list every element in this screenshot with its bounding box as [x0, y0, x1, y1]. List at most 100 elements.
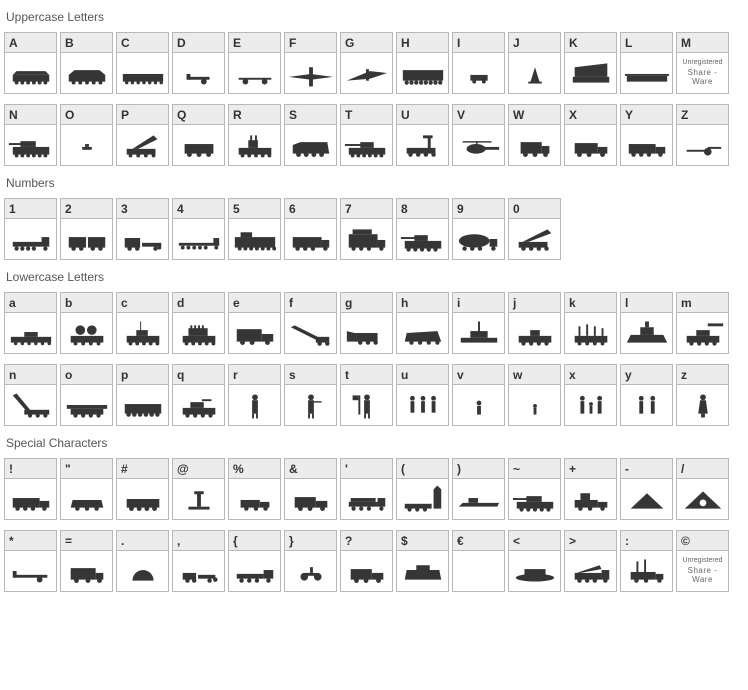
char-cell[interactable]: ': [340, 458, 393, 520]
char-cell[interactable]: J: [508, 32, 561, 94]
char-cell[interactable]: T: [340, 104, 393, 166]
char-cell[interactable]: z: [676, 364, 729, 426]
char-cell[interactable]: U: [396, 104, 449, 166]
char-cell[interactable]: ,: [172, 530, 225, 592]
char-cell[interactable]: *: [4, 530, 57, 592]
char-cell[interactable]: l: [620, 292, 673, 354]
char-cell[interactable]: 3: [116, 198, 169, 260]
char-cell[interactable]: p: [116, 364, 169, 426]
char-cell[interactable]: 2: [60, 198, 113, 260]
char-cell[interactable]: %: [228, 458, 281, 520]
char-cell[interactable]: ?: [340, 530, 393, 592]
char-cell[interactable]: a: [4, 292, 57, 354]
char-cell[interactable]: &: [284, 458, 337, 520]
char-cell[interactable]: #: [116, 458, 169, 520]
glyph-truck-radar: [565, 479, 616, 519]
char-cell[interactable]: f: [284, 292, 337, 354]
char-cell[interactable]: ): [452, 458, 505, 520]
char-label: ): [453, 459, 504, 479]
char-cell[interactable]: 8: [396, 198, 449, 260]
char-cell[interactable]: s: [284, 364, 337, 426]
char-cell[interactable]: e: [228, 292, 281, 354]
char-cell[interactable]: B: [60, 32, 113, 94]
char-cell[interactable]: o: [60, 364, 113, 426]
glyph-apc-wheeled: [285, 125, 336, 165]
char-cell[interactable]: r: [228, 364, 281, 426]
char-label: m: [677, 293, 728, 313]
char-cell[interactable]: :: [620, 530, 673, 592]
char-cell[interactable]: C: [116, 32, 169, 94]
char-cell[interactable]: q: [172, 364, 225, 426]
char-cell[interactable]: 5: [228, 198, 281, 260]
char-cell[interactable]: R: [228, 104, 281, 166]
char-cell[interactable]: 6: [284, 198, 337, 260]
char-cell[interactable]: S: [284, 104, 337, 166]
char-cell[interactable]: F: [284, 32, 337, 94]
char-cell[interactable]: d: [172, 292, 225, 354]
char-cell[interactable]: X: [564, 104, 617, 166]
char-cell[interactable]: K: [564, 32, 617, 94]
char-cell[interactable]: y: [620, 364, 673, 426]
char-row: nopqrstuvwxyz: [4, 364, 744, 426]
char-cell[interactable]: i: [452, 292, 505, 354]
char-cell[interactable]: P: [116, 104, 169, 166]
char-cell[interactable]: w: [508, 364, 561, 426]
char-label: -: [621, 459, 672, 479]
char-cell[interactable]: n: [4, 364, 57, 426]
char-cell[interactable]: $: [396, 530, 449, 592]
char-cell[interactable]: u: [396, 364, 449, 426]
char-cell[interactable]: @: [172, 458, 225, 520]
char-cell[interactable]: 0: [508, 198, 561, 260]
char-cell[interactable]: W: [508, 104, 561, 166]
char-cell[interactable]: 1: [4, 198, 57, 260]
char-label: Q: [173, 105, 224, 125]
char-cell[interactable]: €: [452, 530, 505, 592]
char-cell[interactable]: H: [396, 32, 449, 94]
char-cell[interactable]: }: [284, 530, 337, 592]
glyph-mortar: [509, 53, 560, 93]
char-cell[interactable]: ": [60, 458, 113, 520]
char-cell[interactable]: j: [508, 292, 561, 354]
glyph-truck-flat2: [229, 551, 280, 591]
char-cell[interactable]: x: [564, 364, 617, 426]
char-cell[interactable]: (: [396, 458, 449, 520]
glyph-apc-amphibious: [397, 551, 448, 591]
char-cell[interactable]: .: [116, 530, 169, 592]
char-cell[interactable]: Y: [620, 104, 673, 166]
char-cell[interactable]: /: [676, 458, 729, 520]
char-label: i: [453, 293, 504, 313]
char-cell[interactable]: +: [564, 458, 617, 520]
char-cell[interactable]: g: [340, 292, 393, 354]
char-cell[interactable]: V: [452, 104, 505, 166]
char-cell[interactable]: 4: [172, 198, 225, 260]
char-cell[interactable]: Q: [172, 104, 225, 166]
char-cell[interactable]: <: [508, 530, 561, 592]
char-cell[interactable]: G: [340, 32, 393, 94]
char-cell[interactable]: E: [228, 32, 281, 94]
char-cell[interactable]: A: [4, 32, 57, 94]
char-cell[interactable]: 9: [452, 198, 505, 260]
char-cell[interactable]: I: [452, 32, 505, 94]
char-cell[interactable]: v: [452, 364, 505, 426]
char-cell[interactable]: L: [620, 32, 673, 94]
char-cell[interactable]: 7: [340, 198, 393, 260]
char-cell[interactable]: ~: [508, 458, 561, 520]
char-cell[interactable]: t: [340, 364, 393, 426]
char-cell[interactable]: O: [60, 104, 113, 166]
char-cell[interactable]: ©UnregisteredShare -Ware: [676, 530, 729, 592]
char-cell[interactable]: k: [564, 292, 617, 354]
char-cell[interactable]: N: [4, 104, 57, 166]
char-cell[interactable]: m: [676, 292, 729, 354]
char-cell[interactable]: b: [60, 292, 113, 354]
char-cell[interactable]: -: [620, 458, 673, 520]
char-cell[interactable]: !: [4, 458, 57, 520]
char-cell[interactable]: c: [116, 292, 169, 354]
char-cell[interactable]: Z: [676, 104, 729, 166]
char-label: u: [397, 365, 448, 385]
char-cell[interactable]: D: [172, 32, 225, 94]
char-cell[interactable]: MUnregisteredShare -Ware: [676, 32, 729, 94]
char-cell[interactable]: h: [396, 292, 449, 354]
char-cell[interactable]: >: [564, 530, 617, 592]
char-cell[interactable]: {: [228, 530, 281, 592]
char-cell[interactable]: =: [60, 530, 113, 592]
